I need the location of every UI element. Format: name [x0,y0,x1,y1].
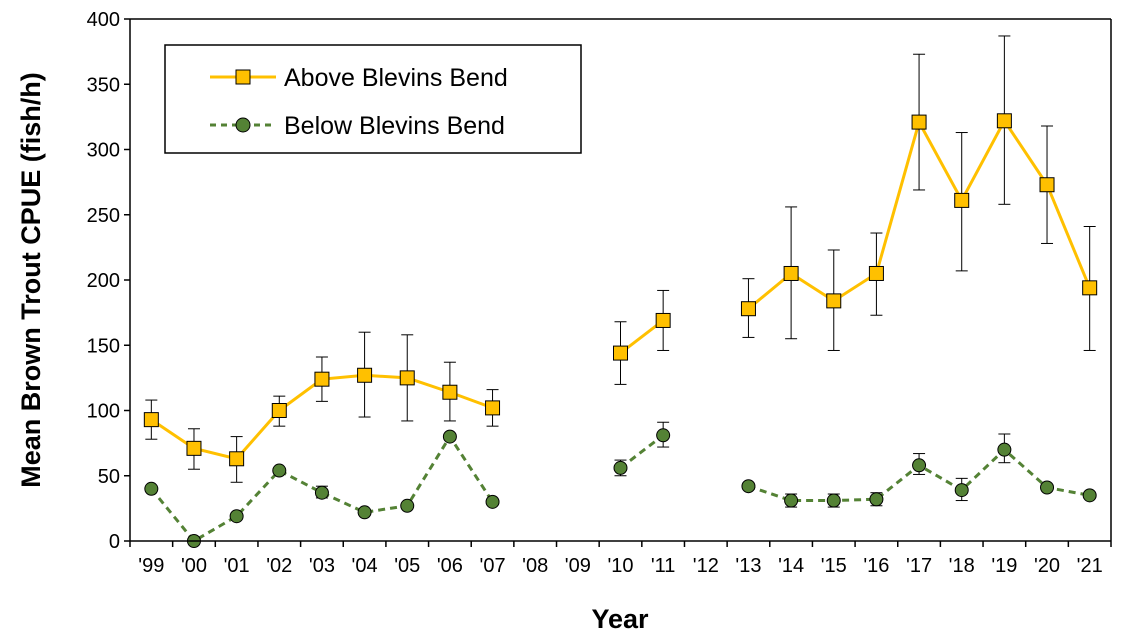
y-tick-label: 0 [109,531,120,553]
y-tick-label: 400 [87,9,120,31]
x-axis-ticks: '99 '00 '01 '02 '03 '04 '05 '06 '07 '08 '09 '10 '11 '… [129,541,1112,577]
data-point-below [1040,480,1055,495]
x-tick-label: '17 [906,555,932,577]
x-tick-label: '12 [693,555,719,577]
data-point-below [784,493,799,508]
data-point-below [954,483,969,498]
legend-marker-above [235,69,251,85]
data-point-below [912,458,927,473]
data-point-below [229,509,244,524]
x-tick-label: '99 [138,555,164,577]
legend: Above Blevins Bend Below Blevins Bend [164,44,582,154]
data-point-above [783,265,799,281]
data-point-below [741,479,756,494]
data-point-above [143,412,159,428]
data-point-below [400,498,415,513]
y-tick-label: 150 [87,335,120,357]
x-tick-label: '05 [394,555,420,577]
x-tick-label: '15 [821,555,847,577]
data-point-above [868,265,884,281]
data-point-below [485,494,500,509]
data-point-above [1039,177,1055,193]
x-tick-label: '04 [352,555,378,577]
x-tick-label: '14 [778,555,804,577]
data-point-above [271,403,287,418]
x-tick-label: '08 [522,555,548,577]
data-point-above [357,367,373,383]
legend-box [164,44,582,154]
data-point-above [314,371,330,387]
y-tick-label: 200 [87,270,120,292]
series-markers [143,113,1098,548]
data-point-below [869,492,884,507]
data-point-below [272,463,287,478]
x-tick-label: '01 [224,555,250,577]
x-tick-label: '06 [437,555,463,577]
x-tick-label: '18 [949,555,975,577]
x-tick-label: '03 [309,555,335,577]
data-point-below [656,428,671,443]
data-point-below [314,485,329,500]
x-tick-label: '20 [1034,555,1060,577]
y-tick-label: 300 [87,140,120,162]
data-point-below [442,429,457,444]
y-tick-label: 250 [87,205,120,227]
y-axis-ticks: 0 50 100 150 200 250 300 350 400 [87,9,130,553]
data-point-above [442,384,458,400]
legend-marker-below [235,117,251,133]
x-tick-label: '21 [1077,555,1103,577]
x-tick-label: '02 [266,555,292,577]
data-point-above [485,400,501,416]
data-point-above [954,192,970,208]
y-axis-title: Mean Brown Trout CPUE (fish/h) [16,72,46,488]
data-point-above [229,451,245,467]
x-tick-label: '07 [480,555,506,577]
data-point-above [826,293,842,309]
data-point-above [911,114,927,130]
y-tick-label: 50 [98,466,120,488]
legend-label-above: Above Blevins Bend [284,64,508,92]
data-point-above [1082,280,1098,296]
x-tick-label: '09 [565,555,591,577]
x-tick-label: '16 [863,555,889,577]
data-point-above [996,113,1012,129]
x-axis-title: Year [591,604,649,634]
data-point-below [1082,488,1097,503]
data-point-above [655,312,671,328]
x-tick-label: '10 [607,555,633,577]
y-tick-label: 350 [87,74,120,96]
x-tick-label: '13 [735,555,761,577]
data-point-above [613,345,628,361]
data-point-above [740,301,756,317]
data-point-below [826,493,841,508]
x-tick-label: '11 [651,555,676,577]
data-point-below [997,442,1012,457]
data-point-below [357,505,372,520]
data-point-below [613,460,628,475]
data-point-above [186,440,202,456]
legend-label-below: Below Blevins Bend [284,112,505,140]
y-tick-label: 100 [87,401,120,423]
data-point-below [144,481,159,496]
series-line-below [619,434,665,470]
x-tick-label: '19 [991,555,1017,577]
x-tick-label: '00 [181,555,207,577]
data-point-above [399,370,415,386]
